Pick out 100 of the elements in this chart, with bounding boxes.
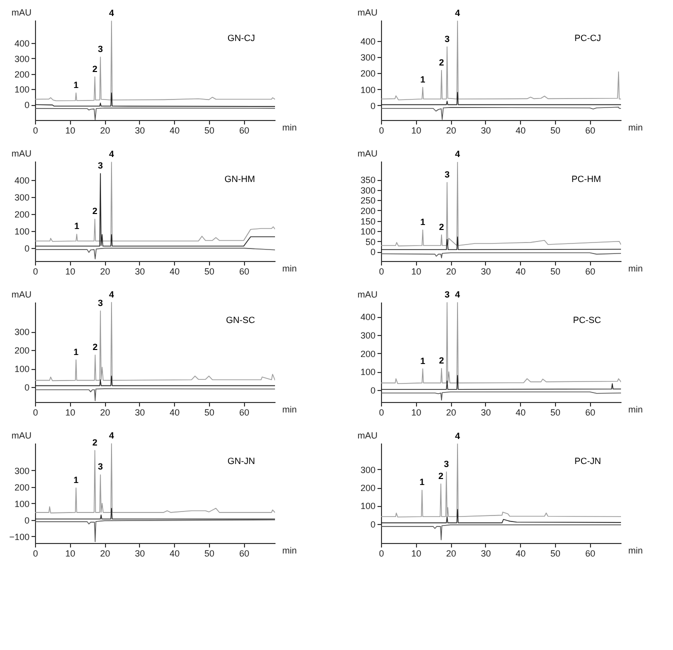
x-tick-label: 10 [65, 126, 76, 136]
annotation: 2 [439, 57, 444, 68]
x-tick-label: 30 [480, 548, 491, 558]
y-axis-title: mAU [12, 148, 32, 158]
x-tick-label: 0 [378, 126, 384, 136]
y-axis-title: mAU [358, 430, 378, 440]
y-tick-label: 300 [14, 327, 30, 338]
x-tick-label: 60 [239, 408, 250, 418]
x-axis-title: min [628, 404, 643, 414]
y-tick-label: 400 [360, 312, 376, 322]
x-tick-label: 50 [204, 548, 214, 558]
x-tick-label: 40 [170, 408, 180, 418]
annotation: 1 [420, 477, 425, 488]
y-tick-label: 200 [14, 69, 30, 80]
x-tick-label: 0 [32, 266, 38, 276]
x-tick-label: 60 [239, 548, 250, 558]
annotation: 3 [98, 462, 103, 472]
x-tick-label: 10 [411, 266, 422, 276]
annotation: 1 [420, 74, 426, 84]
y-tick-label: 300 [360, 185, 376, 196]
line-series [381, 236, 621, 250]
annotation: 1 [420, 216, 426, 227]
y-tick-label: 100 [360, 226, 376, 237]
x-tick-label: 30 [480, 408, 491, 418]
y-tick-label: 400 [14, 38, 30, 49]
y-tick-label: 150 [360, 216, 376, 226]
annotation: 3 [98, 44, 103, 54]
y-tick-label: 400 [14, 175, 30, 186]
y-tick-label: 350 [360, 175, 376, 186]
y-tick-label: 100 [360, 84, 376, 95]
x-tick-label: 50 [550, 408, 560, 418]
y-tick-label: 200 [360, 348, 376, 359]
x-tick-label: 60 [239, 126, 250, 136]
annotation: 1 [420, 356, 426, 366]
y-tick-label: 0 [24, 100, 30, 110]
x-axis-title: min [282, 546, 297, 556]
annotation: 4 [455, 149, 460, 160]
x-axis-title: min [628, 264, 643, 274]
x-tick-label: 40 [516, 548, 526, 558]
annotation: 1 [74, 474, 79, 485]
x-tick-label: 50 [550, 126, 560, 136]
annotation: 3 [98, 298, 103, 308]
annotation: 3 [444, 34, 450, 44]
x-tick-label: 20 [100, 126, 110, 136]
x-tick-label: 40 [170, 548, 180, 558]
x-tick-label: 60 [239, 266, 250, 276]
line-series [35, 162, 275, 242]
y-tick-label: 200 [360, 68, 376, 79]
y-tick-label: 0 [24, 244, 30, 254]
x-tick-label: 20 [446, 548, 456, 558]
x-tick-label: 50 [204, 266, 214, 276]
y-tick-label: 300 [360, 330, 376, 341]
x-tick-label: 20 [446, 266, 456, 276]
x-tick-label: 40 [170, 126, 180, 136]
x-tick-label: 40 [516, 126, 526, 136]
x-tick-label: 30 [134, 126, 145, 136]
x-tick-label: 60 [585, 548, 596, 558]
y-axis-title: mAU [358, 8, 378, 18]
x-axis-title: min [282, 404, 297, 414]
annotation: 2 [439, 222, 444, 232]
x-tick-label: 30 [480, 126, 491, 136]
annotation: 4 [109, 149, 114, 160]
x-tick-label: 30 [134, 266, 145, 276]
annotation: 3 [444, 458, 449, 469]
annotation: 2 [92, 206, 98, 216]
annotation: 2 [92, 437, 98, 448]
text: PC-HM [572, 174, 601, 184]
annotation: 4 [455, 8, 460, 18]
text: GN-HM [224, 174, 255, 184]
y-tick-label: 400 [360, 36, 376, 46]
y-tick-label: 100 [14, 364, 30, 374]
y-tick-label: 0 [24, 382, 30, 393]
y-tick-label: 250 [360, 196, 376, 206]
y-tick-label: 300 [14, 54, 30, 64]
x-tick-label: 50 [204, 408, 214, 418]
text: GN-CJ [228, 33, 255, 43]
x-tick-label: 50 [550, 266, 560, 276]
annotation: 4 [455, 290, 460, 300]
annotation: 1 [74, 80, 79, 90]
line-series [381, 374, 621, 390]
x-tick-label: 20 [100, 408, 110, 418]
line-series [381, 162, 621, 246]
x-axis-title: min [282, 264, 297, 274]
annotation: 3 [444, 169, 450, 180]
x-tick-label: 10 [411, 408, 422, 418]
y-tick-label: 200 [360, 483, 376, 494]
y-axis-title: mAU [358, 290, 378, 300]
x-tick-label: 0 [32, 408, 38, 418]
annotation: 4 [109, 430, 114, 441]
x-tick-label: 20 [100, 548, 110, 558]
x-tick-label: 30 [134, 408, 145, 418]
x-tick-label: 60 [585, 408, 596, 418]
y-axis-title: mAU [12, 430, 32, 440]
y-tick-label: 200 [14, 346, 30, 356]
y-tick-label: 100 [14, 498, 30, 509]
y-tick-label: 50 [365, 236, 376, 247]
y-tick-label: 200 [360, 206, 376, 216]
x-axis-title: min [628, 122, 643, 132]
y-tick-label: 300 [360, 464, 376, 475]
line-series [35, 173, 275, 247]
